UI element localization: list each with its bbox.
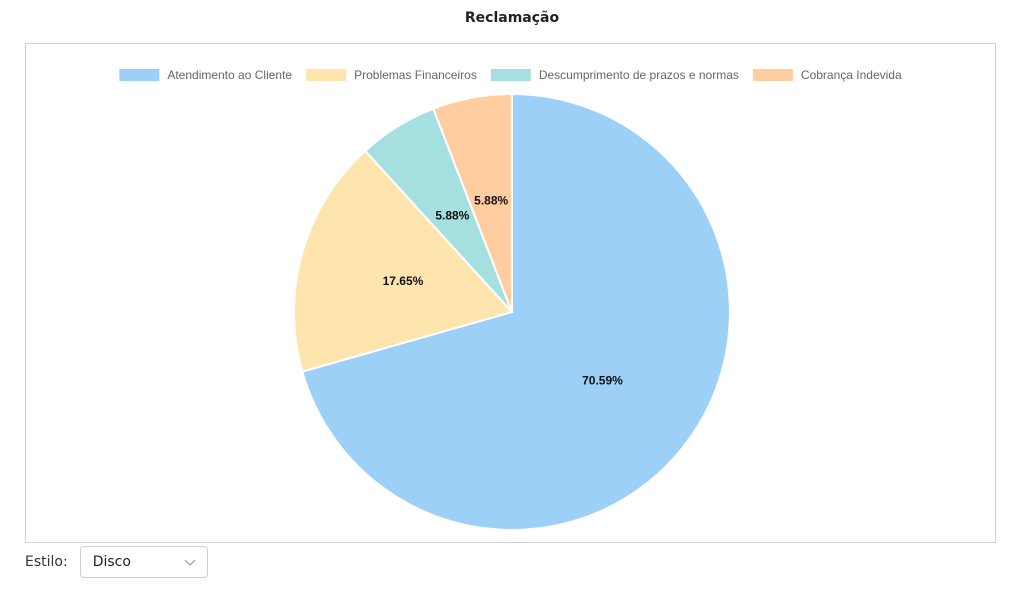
data-label: 5.88% bbox=[474, 194, 508, 208]
data-label: 70.59% bbox=[582, 373, 623, 387]
chart-title: Reclamação bbox=[464, 10, 560, 26]
legend-item[interactable]: Atendimento ao Cliente bbox=[119, 68, 292, 82]
pie-slice[interactable] bbox=[293, 149, 514, 373]
legend-label: Cobrança Indevida bbox=[801, 68, 902, 82]
style-select[interactable]: Disco bbox=[79, 546, 208, 578]
style-control: Estilo: Disco bbox=[25, 545, 208, 579]
legend-label: Atendimento ao Cliente bbox=[167, 68, 292, 82]
style-select-value: Disco bbox=[92, 554, 131, 570]
legend-swatch bbox=[306, 69, 347, 81]
legend: Atendimento ao Cliente Problemas Financei… bbox=[119, 68, 902, 82]
legend-label: Descumprimento de prazos e normas bbox=[539, 68, 739, 82]
legend-label: Problemas Financeiros bbox=[354, 68, 477, 82]
pie bbox=[293, 92, 731, 531]
legend-swatch bbox=[752, 69, 793, 81]
legend-item[interactable]: Problemas Financeiros bbox=[306, 68, 477, 82]
legend-item[interactable]: Descumprimento de prazos e normas bbox=[490, 68, 739, 82]
data-label: 17.65% bbox=[383, 274, 424, 288]
data-label: 5.88% bbox=[435, 209, 469, 223]
pie-slice[interactable] bbox=[431, 92, 513, 313]
legend-item[interactable]: Cobrança Indevida bbox=[752, 68, 902, 82]
pie-chart: Atendimento ao Cliente Problemas Financei… bbox=[119, 68, 902, 531]
pie-slice[interactable] bbox=[301, 92, 731, 531]
chevron-down-icon bbox=[184, 559, 196, 566]
style-label: Estilo: bbox=[25, 554, 68, 570]
legend-swatch bbox=[490, 69, 531, 81]
chart-panel: Atendimento ao Cliente Problemas Financei… bbox=[25, 43, 996, 543]
legend-swatch bbox=[119, 69, 160, 81]
